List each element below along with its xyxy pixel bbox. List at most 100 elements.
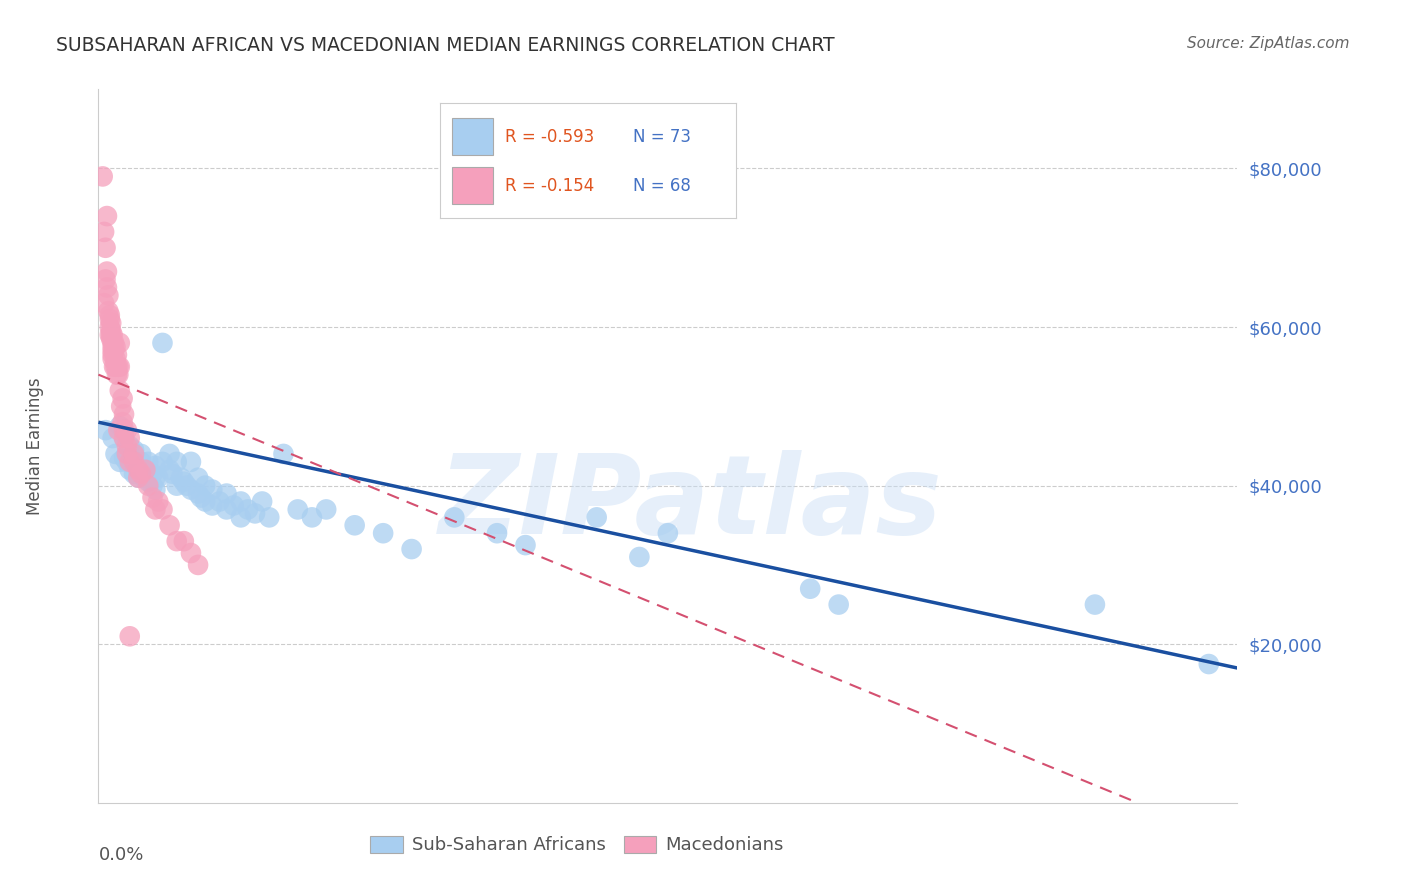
Text: SUBSAHARAN AFRICAN VS MACEDONIAN MEDIAN EARNINGS CORRELATION CHART: SUBSAHARAN AFRICAN VS MACEDONIAN MEDIAN …: [56, 36, 835, 54]
Point: [187, 471, 209, 485]
Point: [190, 491, 212, 505]
Point: [215, 502, 238, 516]
Point: [122, 455, 145, 469]
Point: [101, 351, 124, 366]
Point: [401, 542, 423, 557]
Point: [96, 280, 118, 294]
Point: [104, 351, 127, 366]
Point: [243, 507, 266, 521]
Point: [122, 467, 145, 481]
Point: [118, 431, 141, 445]
Point: [173, 475, 195, 489]
Point: [162, 467, 184, 481]
Point: [94, 272, 117, 286]
Point: [91, 169, 114, 184]
Point: [94, 423, 117, 437]
Point: [118, 455, 141, 469]
Point: [828, 598, 851, 612]
Point: [127, 463, 149, 477]
Point: [176, 478, 198, 492]
Point: [101, 340, 124, 354]
Point: [103, 359, 125, 374]
Point: [112, 431, 135, 445]
Point: [105, 348, 128, 362]
Point: [166, 534, 188, 549]
Text: Source: ZipAtlas.com: Source: ZipAtlas.com: [1187, 36, 1350, 51]
Point: [97, 288, 120, 302]
Point: [315, 502, 337, 516]
Point: [100, 316, 122, 330]
Text: ZIPatlas: ZIPatlas: [439, 450, 942, 557]
Point: [101, 343, 124, 358]
Point: [115, 447, 138, 461]
Point: [112, 450, 135, 465]
Point: [122, 442, 145, 457]
Point: [101, 348, 124, 362]
Point: [148, 494, 170, 508]
Point: [112, 423, 135, 437]
Point: [132, 471, 155, 485]
Point: [127, 471, 149, 485]
Point: [141, 467, 163, 481]
Point: [799, 582, 821, 596]
Text: Median Earnings: Median Earnings: [27, 377, 44, 515]
Point: [132, 463, 155, 477]
Point: [112, 431, 135, 445]
Point: [166, 455, 188, 469]
Point: [628, 549, 651, 564]
Point: [229, 510, 252, 524]
Point: [111, 415, 134, 429]
Point: [122, 447, 145, 461]
Point: [122, 455, 145, 469]
Point: [104, 340, 127, 354]
Point: [180, 483, 202, 497]
Point: [101, 431, 124, 445]
Point: [129, 447, 152, 461]
Point: [208, 494, 231, 508]
Point: [118, 439, 141, 453]
Point: [97, 304, 120, 318]
Point: [98, 328, 121, 343]
Point: [141, 478, 163, 492]
Point: [107, 368, 129, 382]
Point: [93, 225, 115, 239]
Point: [215, 486, 238, 500]
Point: [180, 546, 202, 560]
Point: [107, 423, 129, 437]
Point: [145, 471, 167, 485]
Legend: Sub-Saharan Africans, Macedonians: Sub-Saharan Africans, Macedonians: [363, 829, 790, 862]
Point: [115, 447, 138, 461]
Point: [250, 494, 273, 508]
Point: [145, 483, 167, 497]
Point: [159, 518, 181, 533]
Point: [173, 534, 195, 549]
Point: [166, 478, 188, 492]
Point: [222, 499, 245, 513]
Point: [101, 328, 124, 343]
Point: [112, 407, 135, 421]
Point: [194, 478, 217, 492]
Point: [108, 359, 131, 374]
Point: [194, 494, 217, 508]
Point: [104, 359, 127, 374]
Point: [98, 312, 121, 326]
Point: [145, 458, 167, 473]
Point: [129, 467, 152, 481]
Point: [343, 518, 366, 533]
Point: [111, 392, 134, 406]
Point: [585, 510, 607, 524]
Point: [98, 308, 121, 322]
Point: [187, 558, 209, 572]
Point: [129, 455, 152, 469]
Point: [170, 471, 193, 485]
Point: [118, 629, 141, 643]
Point: [229, 494, 252, 508]
Point: [107, 359, 129, 374]
Point: [136, 478, 159, 492]
Text: 0.0%: 0.0%: [98, 846, 143, 863]
Point: [515, 538, 537, 552]
Point: [236, 502, 259, 516]
Point: [101, 335, 124, 350]
Point: [98, 320, 121, 334]
Point: [180, 455, 202, 469]
